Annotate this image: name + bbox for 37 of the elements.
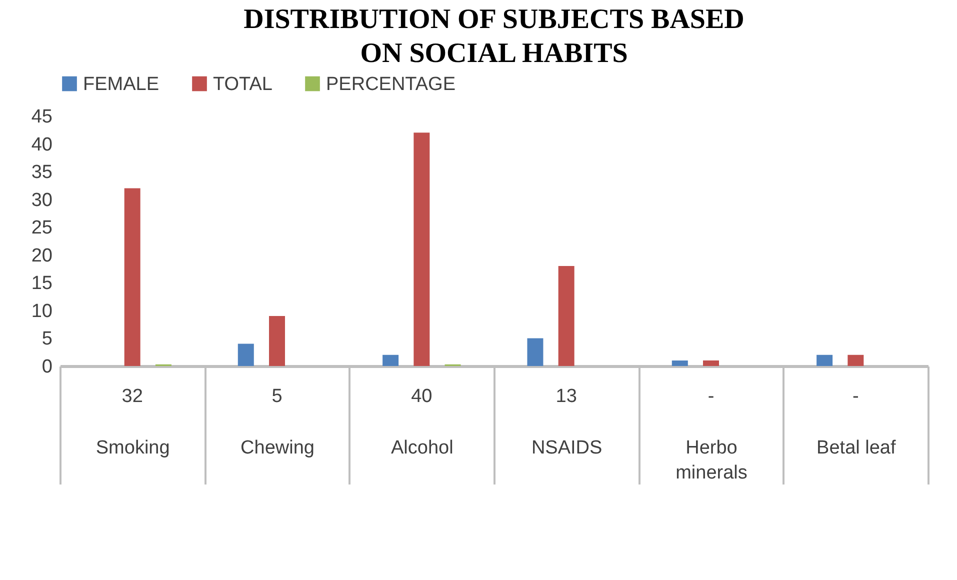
y-tick-label: 10 <box>31 300 52 322</box>
bar <box>816 354 833 366</box>
legend-label: FEMALE <box>83 74 160 95</box>
legend-label: TOTAL <box>213 74 272 95</box>
y-tick-label: 20 <box>31 245 52 266</box>
bar <box>269 316 285 366</box>
bar <box>124 188 140 366</box>
x-tick-label: Herbo minerals <box>676 438 748 484</box>
chart-title: DISTRIBUTION OF SUBJECTS BASED ON SOCIAL HABITS <box>244 4 744 69</box>
bar <box>672 360 688 366</box>
y-tick-label: 0 <box>42 356 52 378</box>
text: 5 <box>272 386 282 407</box>
bar <box>238 344 254 366</box>
bar <box>527 338 544 366</box>
x-tick-label: Smoking <box>96 438 170 458</box>
y-tick-label: 40 <box>31 134 52 156</box>
text: - <box>852 386 859 407</box>
legend-label: PERCENTAGE <box>326 74 456 95</box>
x-tick-label: NSAIDS <box>531 438 602 458</box>
bar <box>848 354 864 366</box>
x-tick-label: Chewing <box>240 438 314 458</box>
y-tick-label: 45 <box>31 106 52 128</box>
x-tick-label: Betal leaf <box>816 438 896 458</box>
bar <box>414 132 430 366</box>
text: - <box>708 386 714 407</box>
text: 40 <box>411 386 432 407</box>
y-tick-label: 30 <box>31 190 52 211</box>
y-tick-label: 5 <box>42 328 52 350</box>
text: 32 <box>122 386 143 407</box>
text: 13 <box>556 386 577 407</box>
bar <box>703 360 719 366</box>
bar <box>382 354 399 366</box>
x-tick-label: Alcohol <box>391 438 454 458</box>
y-tick-label: 25 <box>31 218 52 239</box>
y-tick-label: 15 <box>31 273 52 294</box>
y-tick-label: 35 <box>31 162 52 184</box>
bar <box>558 266 574 366</box>
